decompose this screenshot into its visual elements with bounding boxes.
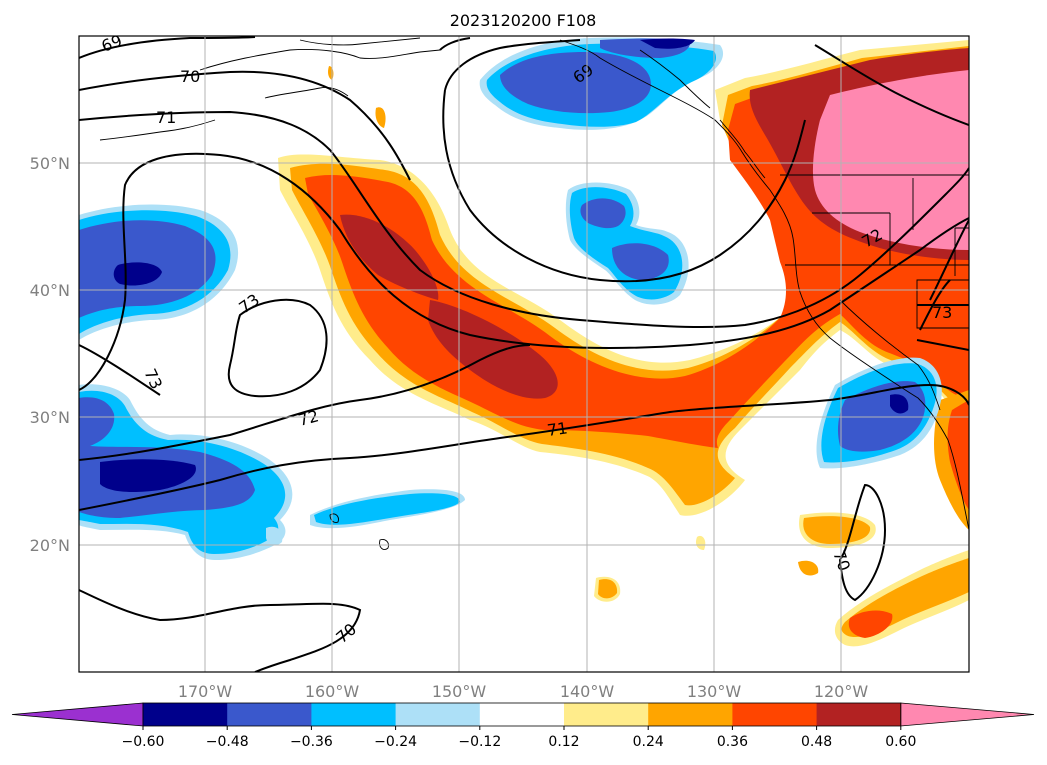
pos-high-anomaly-region xyxy=(340,214,439,300)
pos-light-anomaly-region xyxy=(695,535,706,550)
contour-label-71-north: 71 xyxy=(156,108,176,127)
colorbar-segment xyxy=(227,703,312,726)
pos-strong-anomaly-region xyxy=(848,610,893,638)
map-frame xyxy=(78,35,970,673)
neg-strong-anomaly-region xyxy=(500,52,651,114)
negative-anomaly-fill xyxy=(79,37,942,560)
lon-label-150w: 150°W xyxy=(432,682,487,701)
colorbar-tick-label: −0.12 xyxy=(458,734,501,750)
coastlines xyxy=(99,37,969,551)
colorbar-tick-label: −0.60 xyxy=(122,734,165,750)
neg-max-anomaly-region xyxy=(640,38,695,49)
colorbar: −0.60 −0.48 −0.36 −0.24 −0.12 0.12 0.24 0.36 0.4… xyxy=(11,702,1035,750)
lon-label-120w: 120°W xyxy=(814,682,869,701)
colorbar-segment xyxy=(143,703,228,726)
colorbar-tick-label: 0.60 xyxy=(885,734,916,750)
colorbar-tick-label: 0.36 xyxy=(717,734,748,750)
longitude-labels: 170°W 160°W 150°W 140°W 130°W 120°W xyxy=(178,682,869,701)
pos-mid-anomaly-region xyxy=(798,560,819,576)
lat-label-40n: 40°N xyxy=(30,281,70,300)
colorbar-extend-min xyxy=(11,702,144,727)
contour-label-69-west: 69 xyxy=(99,31,125,56)
gridlines xyxy=(79,36,969,672)
neg-strong-anomaly-region xyxy=(580,198,626,229)
pos-mid-anomaly-region xyxy=(598,579,618,599)
colorbar-segment xyxy=(479,703,565,726)
neg-mid-anomaly-region xyxy=(314,493,460,525)
lat-label-50n: 50°N xyxy=(30,154,70,173)
lon-label-170w: 170°W xyxy=(178,682,233,701)
lon-label-140w: 140°W xyxy=(560,682,615,701)
lat-label-30n: 30°N xyxy=(30,408,70,427)
neg-max-anomaly-region xyxy=(100,459,196,492)
atmospheric-river-positive-fill xyxy=(278,40,969,647)
colorbar-segment xyxy=(395,703,481,726)
contour-label-72-central: 72 xyxy=(296,406,321,430)
colorbar-segment xyxy=(732,703,818,726)
lon-label-130w: 130°W xyxy=(687,682,742,701)
colorbar-tick-label: −0.36 xyxy=(290,734,333,750)
colorbar-segment xyxy=(564,703,649,726)
colorbar-extend-max xyxy=(900,702,1035,727)
colorbar-tick-label: −0.24 xyxy=(374,734,417,750)
figure-title: 2023120200 F108 xyxy=(450,11,597,30)
colorbar-segment xyxy=(311,703,397,726)
neg-max-anomaly-region xyxy=(890,394,909,414)
neg-strong-anomaly-region xyxy=(612,243,669,280)
colorbar-segment xyxy=(648,703,733,726)
lon-label-160w: 160°W xyxy=(305,682,360,701)
colorbar-tick-label: 0.24 xyxy=(633,734,664,750)
lat-label-20n: 20°N xyxy=(30,536,70,555)
colorbar-segment xyxy=(816,703,902,726)
colorbar-tick-label: −0.48 xyxy=(206,734,249,750)
neg-light-anomaly-region xyxy=(266,526,283,546)
map-panel: 69 69 70 70 70 71 71 72 72 73 73 73 xyxy=(79,31,969,672)
pos-mid-anomaly-region xyxy=(375,107,386,128)
pos-max-anomaly-region xyxy=(812,70,969,250)
height-contours xyxy=(79,36,969,672)
colorbar-tick-label: 0.12 xyxy=(548,734,579,750)
colorbar-tick-label: 0.48 xyxy=(801,734,832,750)
latitude-labels: 50°N 40°N 30°N 20°N xyxy=(30,154,70,555)
contour-label-70-north: 70 xyxy=(180,67,200,86)
pos-high-anomaly-region xyxy=(428,300,558,399)
contour-label-71-central: 71 xyxy=(546,418,569,440)
contour-label-73-east: 73 xyxy=(932,303,952,322)
colorbar-outline xyxy=(142,702,902,727)
pos-strong-anomaly-region xyxy=(947,400,969,510)
